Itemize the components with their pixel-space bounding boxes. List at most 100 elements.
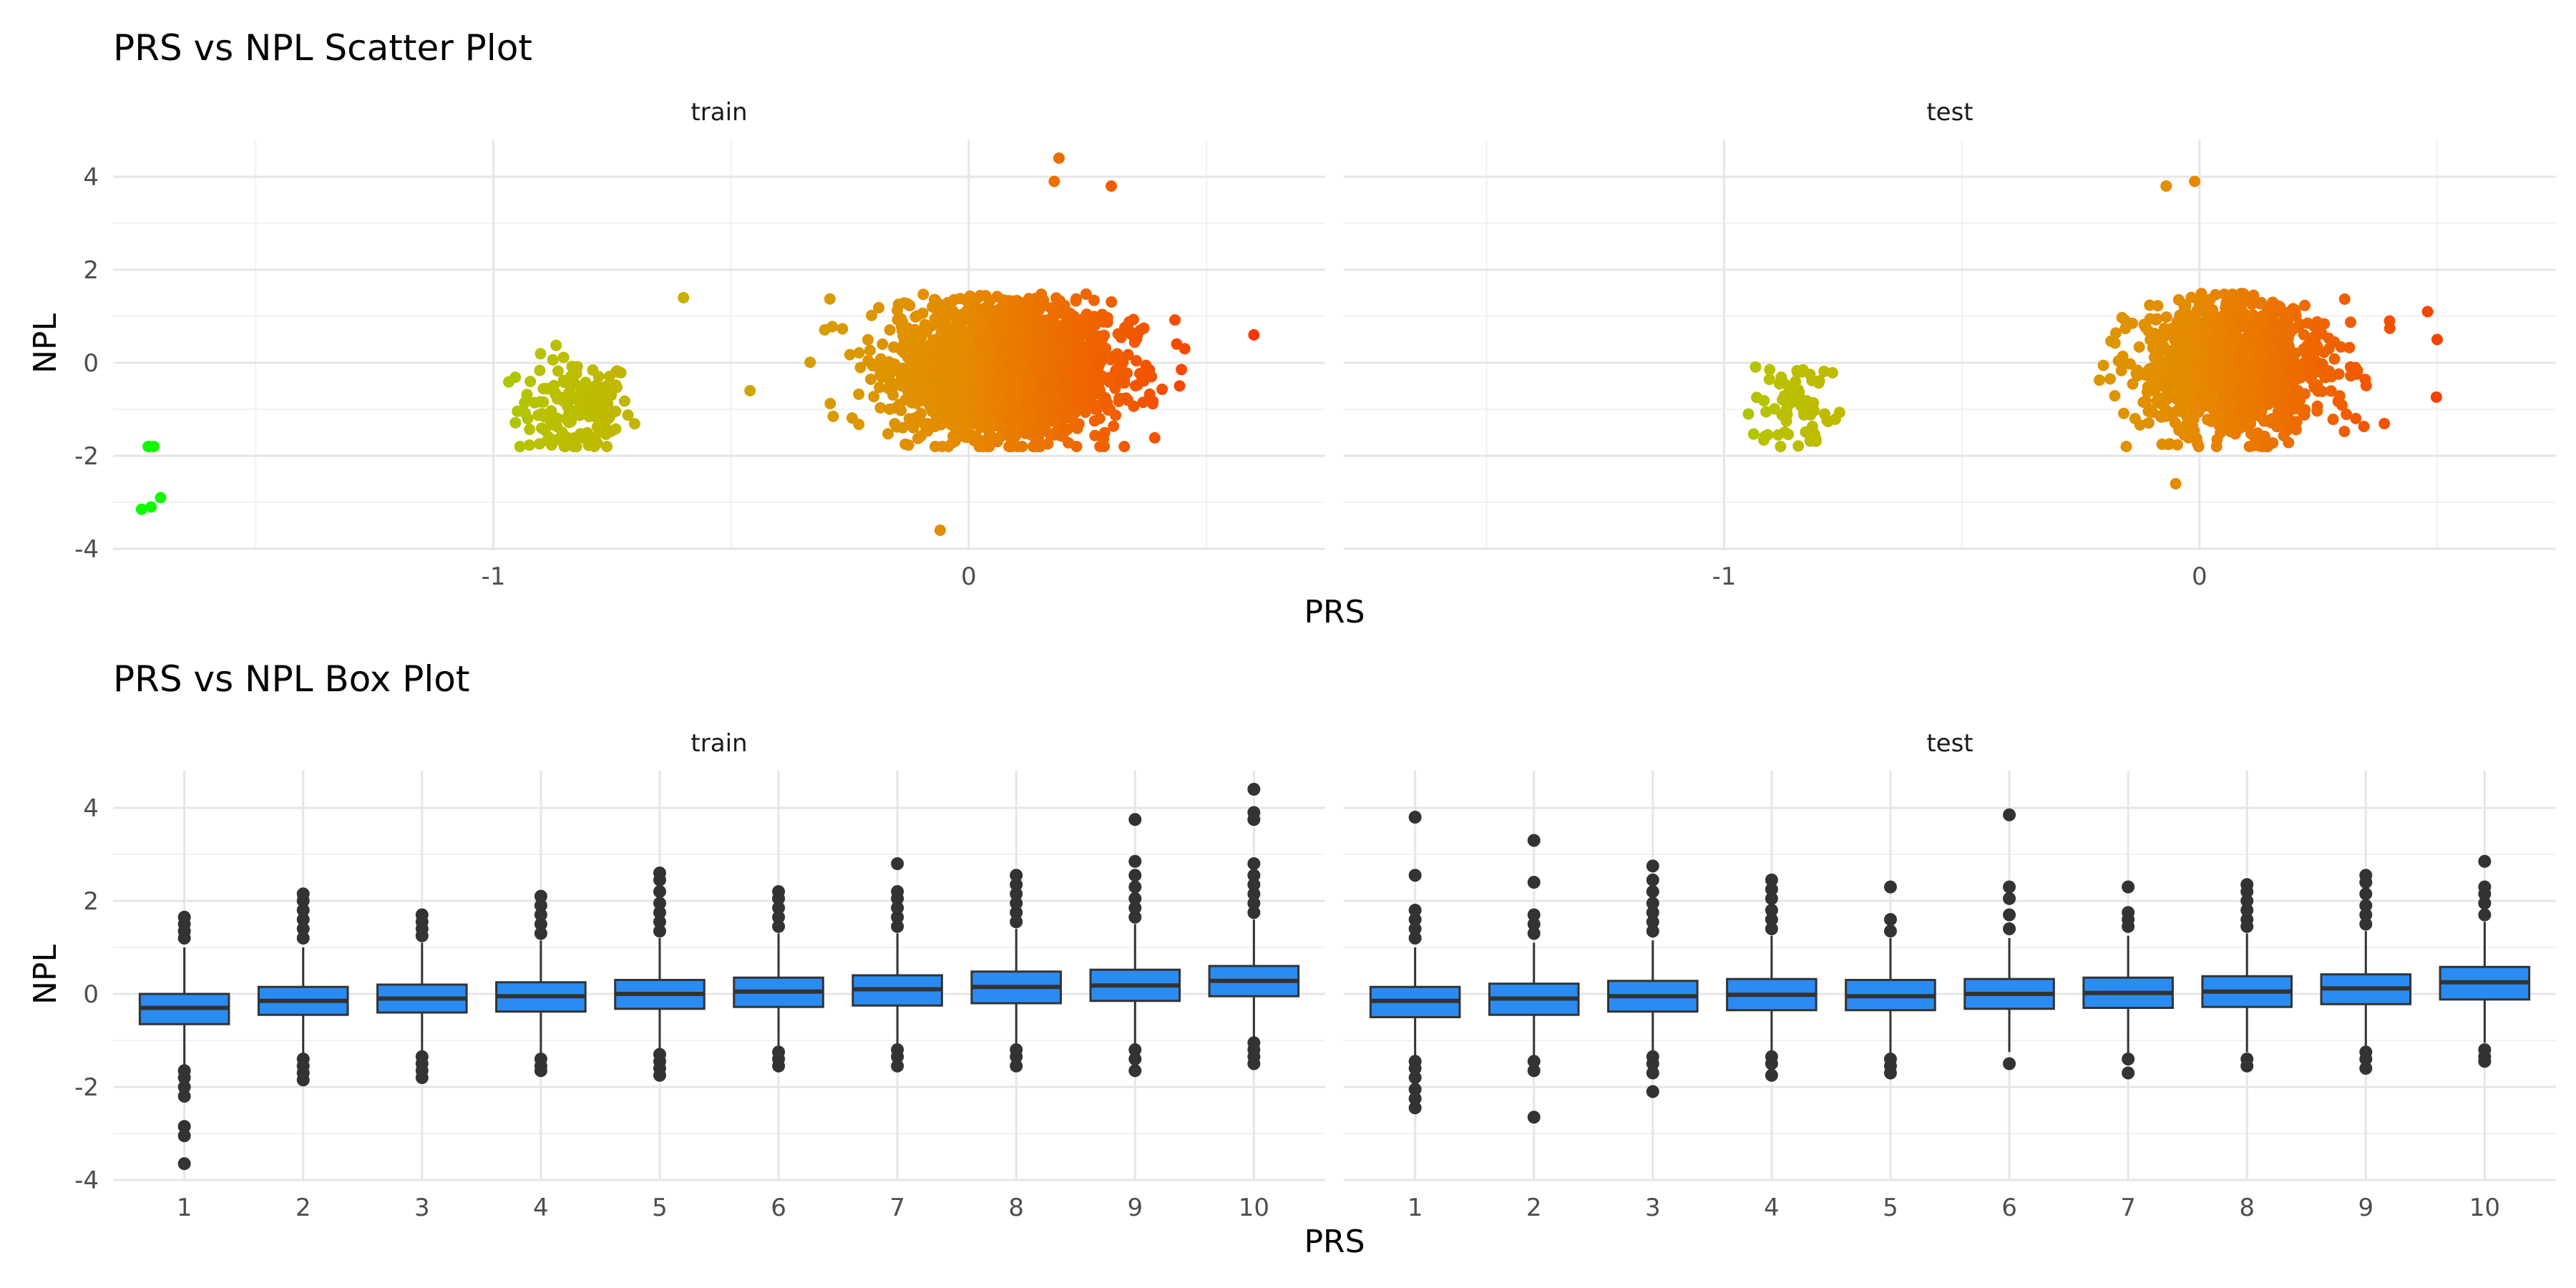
scatter-point xyxy=(1750,361,1762,373)
box-outlier xyxy=(2122,1066,2135,1080)
scatter-title: PRS vs NPL Scatter Plot xyxy=(113,27,532,69)
box-outlier xyxy=(1408,913,1422,926)
scatter-point xyxy=(2160,311,2172,323)
scatter-point xyxy=(529,396,541,409)
box-outlier xyxy=(1408,1062,1422,1075)
box-outlier xyxy=(653,906,666,919)
scatter-point xyxy=(1111,348,1123,360)
scatter-point xyxy=(2170,321,2182,333)
scatter-point xyxy=(991,436,1003,448)
box-outlier xyxy=(1128,813,1142,826)
scatter-point xyxy=(1131,355,1143,367)
scatter-point xyxy=(2327,414,2339,426)
scatter-point xyxy=(1039,423,1051,435)
scatter-point xyxy=(2151,313,2163,325)
box-outlier xyxy=(1765,892,1778,905)
scatter-point xyxy=(2258,362,2270,374)
scatter-point xyxy=(2182,326,2195,338)
box-outlier xyxy=(1247,783,1261,796)
scatter-point xyxy=(2156,438,2168,450)
scatter-point xyxy=(1104,404,1116,416)
scatter-point xyxy=(1027,426,1039,438)
scatter-point xyxy=(2205,384,2218,396)
scatter-point xyxy=(1143,364,1156,376)
scatter-point xyxy=(1794,391,1806,403)
scatter-point xyxy=(912,345,924,357)
y-tick-label: -2 xyxy=(74,1073,99,1102)
scatter-point xyxy=(2214,427,2226,439)
box-outlier xyxy=(2240,894,2254,907)
scatter-point xyxy=(2311,400,2323,412)
box-strip-test: test xyxy=(1926,729,1973,758)
box-outlier xyxy=(1128,869,1142,882)
scatter-point xyxy=(2160,180,2172,192)
scatter-point xyxy=(2129,413,2141,425)
scatter-point xyxy=(864,374,877,386)
scatter-point xyxy=(938,402,950,414)
scatter-point xyxy=(2117,407,2129,419)
scatter-point xyxy=(145,501,157,513)
scatter-point xyxy=(934,525,946,536)
scatter-point xyxy=(2165,368,2177,380)
scatter-point xyxy=(970,371,982,383)
box-outlier xyxy=(653,885,666,898)
scatter-point xyxy=(1088,294,1100,306)
scatter-point xyxy=(1035,362,1048,374)
box-outlier xyxy=(1408,904,1422,917)
box-outlier xyxy=(1646,873,1659,887)
box-outlier xyxy=(177,910,191,924)
scatter-point xyxy=(572,431,584,444)
scatter-point xyxy=(2204,374,2216,386)
scatter-point xyxy=(1780,403,1792,415)
scatter-point xyxy=(1070,420,1082,432)
scatter-point xyxy=(563,406,575,419)
scatter-point xyxy=(540,383,552,395)
scatter-point xyxy=(1068,353,1080,365)
scatter-point xyxy=(874,402,887,414)
box-outlier xyxy=(1646,859,1659,873)
box-outlier xyxy=(177,1129,191,1143)
scatter-point xyxy=(2142,417,2155,429)
x-tick-label: 10 xyxy=(1239,1194,1269,1222)
scatter-point xyxy=(827,410,839,422)
scatter-point xyxy=(972,291,985,303)
scatter-point xyxy=(895,404,907,416)
box-outlier xyxy=(2003,808,2016,821)
scatter-point xyxy=(1759,430,1771,442)
scatter-point xyxy=(947,415,960,427)
box-outlier xyxy=(1128,1053,1142,1065)
scatter-point xyxy=(2292,384,2304,396)
scatter-point xyxy=(902,439,914,452)
scatter-point xyxy=(1014,313,1026,326)
scatter-point xyxy=(980,420,992,432)
box-outlier xyxy=(1527,927,1541,940)
scatter-point xyxy=(2175,373,2187,385)
scatter-y-axis-title: NPL xyxy=(27,313,64,374)
box-outlier xyxy=(1408,1101,1422,1115)
scatter-point xyxy=(2144,299,2156,311)
scatter-point xyxy=(866,358,878,370)
scatter-point xyxy=(2247,318,2259,331)
scatter-point xyxy=(535,422,547,434)
scatter-point xyxy=(2421,306,2434,318)
y-tick-label: 2 xyxy=(83,887,99,916)
scatter-point xyxy=(562,376,575,389)
scatter-point xyxy=(602,399,614,411)
scatter-point xyxy=(2333,390,2346,402)
scatter-point xyxy=(991,291,1003,303)
scatter-point xyxy=(1070,295,1082,307)
scatter-point xyxy=(547,353,559,366)
scatter-point xyxy=(2290,424,2303,436)
y-tick-label: 4 xyxy=(83,794,99,823)
scatter-point xyxy=(2271,421,2283,433)
scatter-point xyxy=(570,367,582,379)
scatter-point xyxy=(886,377,898,389)
box-outlier xyxy=(653,897,666,910)
scatter-point xyxy=(2225,341,2237,353)
scatter-point xyxy=(2343,341,2356,353)
box-outlier xyxy=(1646,924,1659,938)
scatter-x-axis-title: PRS xyxy=(1304,594,1365,630)
box-outlier xyxy=(1765,922,1778,935)
scatter-point xyxy=(1015,328,1027,340)
scatter-point xyxy=(2127,378,2139,390)
